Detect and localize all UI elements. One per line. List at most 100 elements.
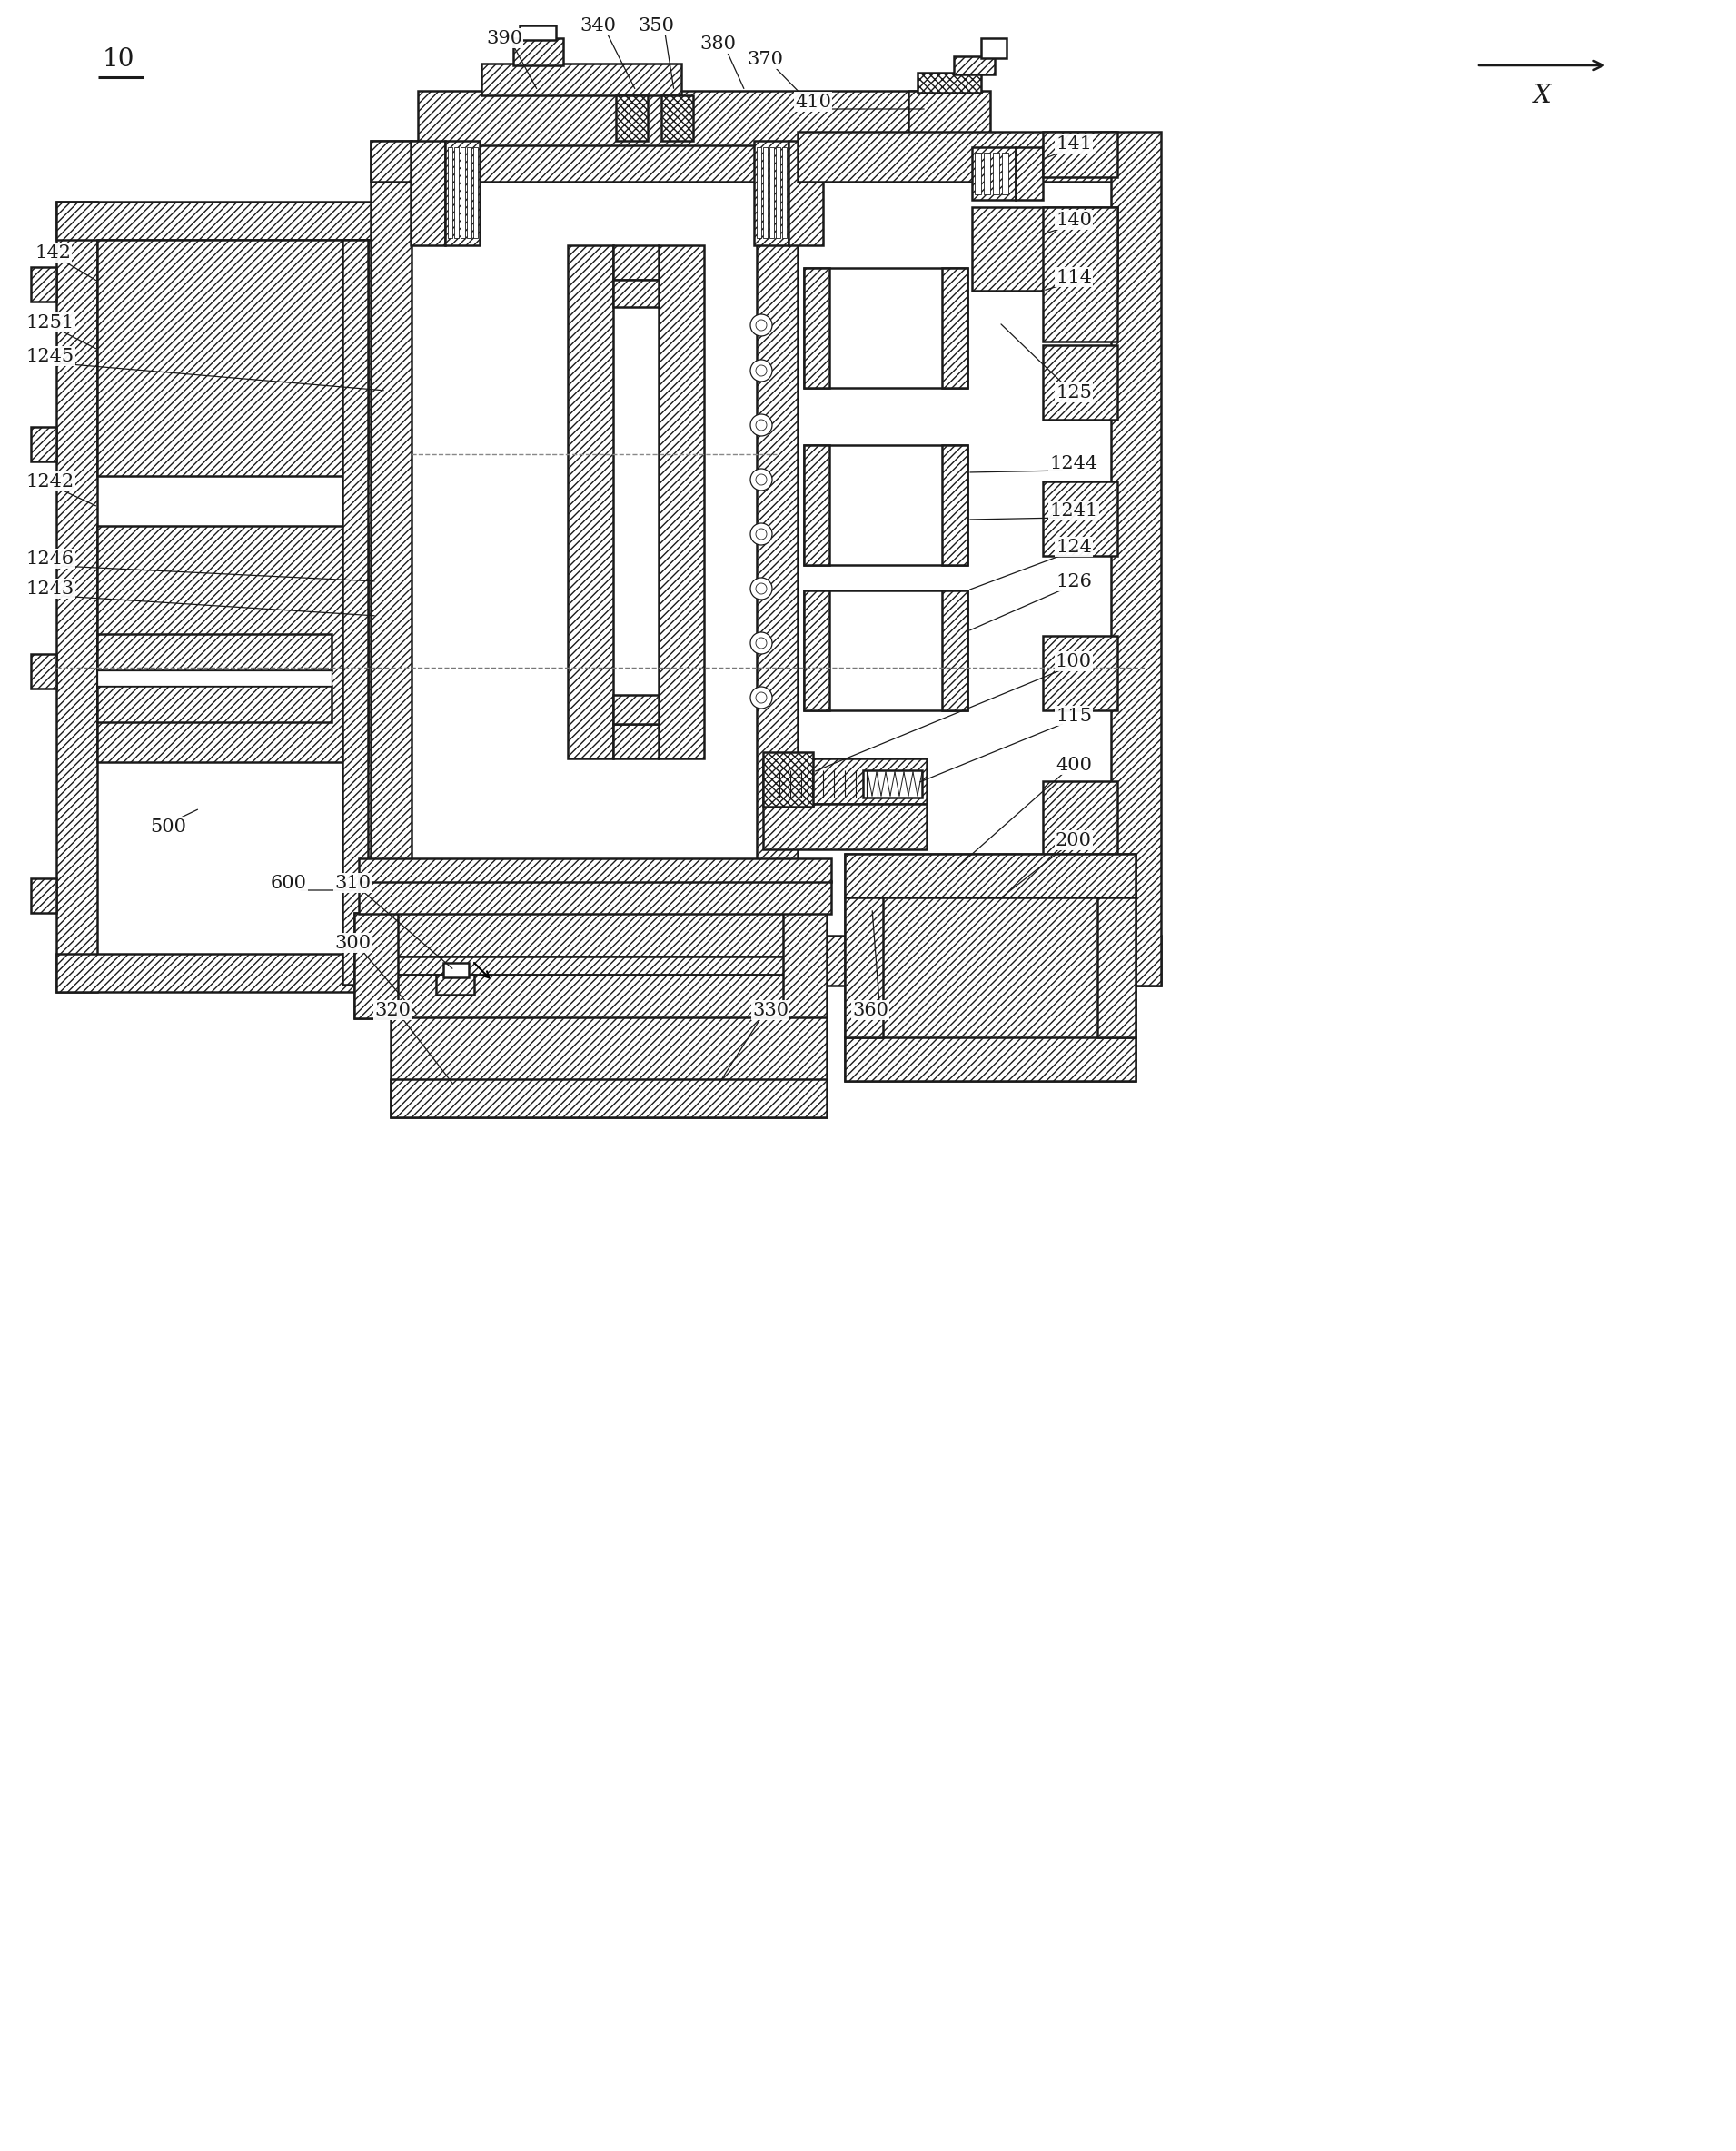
- Bar: [1043, 637, 1118, 710]
- Circle shape: [755, 529, 767, 540]
- Bar: [481, 65, 681, 95]
- Bar: [953, 56, 995, 75]
- Bar: [753, 140, 788, 245]
- Bar: [661, 95, 693, 140]
- Bar: [97, 527, 368, 761]
- Bar: [31, 426, 56, 462]
- Text: 115: 115: [1055, 708, 1092, 725]
- Bar: [804, 269, 830, 387]
- Bar: [354, 912, 398, 1017]
- Bar: [1097, 897, 1135, 1037]
- Bar: [984, 153, 990, 194]
- Text: 1245: 1245: [26, 348, 75, 366]
- Bar: [757, 140, 797, 931]
- Bar: [1043, 206, 1118, 342]
- Bar: [1043, 131, 1118, 176]
- Circle shape: [755, 366, 767, 376]
- Bar: [943, 269, 967, 387]
- Circle shape: [755, 419, 767, 430]
- Bar: [764, 753, 812, 807]
- Bar: [845, 897, 884, 1037]
- Bar: [1016, 146, 1043, 200]
- Bar: [342, 239, 368, 985]
- Text: 1246: 1246: [26, 551, 75, 568]
- Circle shape: [755, 693, 767, 703]
- Bar: [769, 146, 774, 239]
- Circle shape: [755, 320, 767, 331]
- Text: 1241: 1241: [1050, 501, 1097, 518]
- Bar: [804, 445, 830, 566]
- Text: 320: 320: [375, 1002, 411, 1020]
- Text: 142: 142: [35, 243, 71, 260]
- Circle shape: [750, 523, 773, 544]
- Text: 380: 380: [700, 34, 736, 52]
- Bar: [391, 1017, 826, 1116]
- Text: 500: 500: [149, 817, 186, 835]
- Bar: [455, 146, 458, 239]
- Bar: [1043, 482, 1118, 555]
- Bar: [56, 953, 373, 992]
- Bar: [97, 239, 368, 475]
- Bar: [613, 725, 658, 759]
- Text: 350: 350: [637, 17, 674, 34]
- Bar: [1043, 781, 1118, 856]
- Text: 100: 100: [1055, 652, 1092, 669]
- Text: 124: 124: [1055, 538, 1092, 555]
- Bar: [757, 146, 762, 239]
- Bar: [97, 671, 332, 686]
- Bar: [354, 974, 826, 1017]
- Bar: [391, 1080, 826, 1116]
- Text: 330: 330: [752, 1002, 788, 1020]
- Text: 310: 310: [335, 873, 372, 891]
- Circle shape: [755, 583, 767, 594]
- Bar: [908, 90, 990, 146]
- Text: 600: 600: [271, 873, 307, 891]
- Bar: [467, 146, 472, 239]
- Text: 126: 126: [1055, 572, 1092, 589]
- Bar: [354, 912, 826, 957]
- Text: 340: 340: [580, 17, 616, 34]
- Bar: [97, 635, 332, 671]
- Circle shape: [750, 579, 773, 600]
- Circle shape: [750, 314, 773, 336]
- Bar: [797, 936, 1161, 985]
- Bar: [943, 445, 967, 566]
- Circle shape: [755, 637, 767, 650]
- Bar: [972, 146, 1016, 200]
- Bar: [616, 95, 648, 140]
- Text: 141: 141: [1055, 136, 1092, 153]
- Text: X: X: [1533, 84, 1552, 108]
- Bar: [1002, 153, 1009, 194]
- Bar: [31, 878, 56, 912]
- Bar: [359, 858, 832, 882]
- Bar: [613, 280, 658, 308]
- Bar: [460, 146, 465, 239]
- Text: 1242: 1242: [26, 473, 75, 490]
- Bar: [359, 882, 832, 914]
- Bar: [918, 73, 981, 92]
- Bar: [943, 589, 967, 710]
- Bar: [418, 90, 981, 146]
- Bar: [804, 589, 967, 710]
- Bar: [804, 445, 967, 566]
- Bar: [972, 206, 1118, 290]
- Bar: [519, 26, 556, 41]
- Text: 1243: 1243: [26, 581, 75, 598]
- Bar: [788, 140, 823, 245]
- Bar: [613, 245, 658, 280]
- Bar: [1043, 344, 1118, 419]
- Text: 360: 360: [852, 1002, 889, 1020]
- Circle shape: [750, 632, 773, 654]
- Bar: [764, 804, 927, 850]
- Text: 300: 300: [335, 934, 372, 951]
- Circle shape: [750, 359, 773, 381]
- Bar: [981, 39, 1007, 58]
- Bar: [764, 146, 767, 239]
- Circle shape: [755, 473, 767, 486]
- Bar: [56, 202, 97, 992]
- Text: 200: 200: [1055, 832, 1092, 850]
- Bar: [797, 131, 1116, 181]
- Text: 10: 10: [102, 47, 134, 71]
- Bar: [863, 770, 922, 798]
- Bar: [845, 1037, 1135, 1082]
